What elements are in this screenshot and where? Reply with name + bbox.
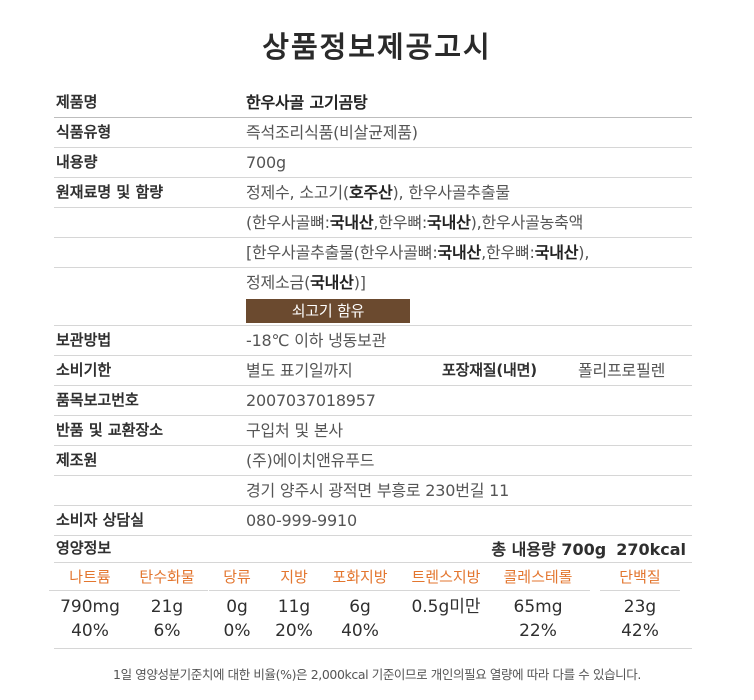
label-exchange: 반품 및 교환장소 <box>56 421 164 439</box>
value-packaging: 폴리프로필렌 <box>578 361 666 380</box>
label-storage: 보관방법 <box>56 331 112 349</box>
label-expiry: 소비기한 <box>56 361 112 379</box>
nutrient-name: 지방 <box>265 563 323 591</box>
label-food-type: 식품유형 <box>56 123 112 141</box>
beef-badge: 쇠고기 함유 <box>246 299 410 323</box>
value-food-type: 즉석조리식품(비살균제품) <box>246 123 418 142</box>
value-storage: -18℃ 이하 냉동보관 <box>246 331 387 350</box>
row-food-type: 식품유형 즉석조리식품(비살균제품) <box>54 118 692 148</box>
ingredients-line-1: 정제수, 소고기(호주산), 한우사골추출물 <box>246 183 510 202</box>
nutrient-amount: 6g <box>349 597 371 617</box>
ingredients-line-3: [한우사골추출물(한우사골뼈:국내산,한우뼈:국내산), <box>246 243 590 262</box>
nutrient-amount: 790mg <box>60 597 120 617</box>
value-report-no: 2007037018957 <box>246 391 376 410</box>
footnote-divider <box>54 648 692 649</box>
label-packaging: 포장재질(내면) <box>442 361 537 379</box>
nutrient-amount: 65mg <box>513 597 563 617</box>
value-ingredients: 정제수, 소고기(호주산), 한우사골추출물 <box>246 178 692 207</box>
nutrition-grid: 나트륨 790mg 40% 탄수화물 21g 6% 당류 0g 0% 지방 11g 20% 포화지방 6g… <box>49 563 692 675</box>
page-title: 상품정보제공고시 <box>262 30 492 64</box>
nutrient-name: 포화지방 <box>320 563 400 591</box>
footnote: 1일 영양성분기준치에 대한 비율(%)은 2,000kcal 기준이므로 개인… <box>113 667 641 682</box>
label-ingredients: 원재료명 및 함량 <box>56 183 164 201</box>
nutrient-amount: 0g <box>226 597 248 617</box>
row-product-name: 제품명 한우사골 고기곰탕 <box>54 88 692 118</box>
product-info-table: 제품명 한우사골 고기곰탕 식품유형 즉석조리식품(비살균제품) 내용량 700… <box>54 88 692 536</box>
product-name-text: 한우사골 고기곰탕 <box>246 93 368 112</box>
nutrient-amount: 11g <box>277 597 311 617</box>
nutrient-column: 콜레스테롤 65mg 22% <box>486 563 590 643</box>
nutrition-section: 영양정보 총 내용량 700g 270kcal 나트륨 790mg 40% 탄수화물 21… <box>49 535 692 675</box>
ingredients-line-4: 정제소금(국내산)] <box>246 273 366 292</box>
ingredients-line-2: (한우사골뼈:국내산,한우뼈:국내산),한우사골농축액 <box>246 213 584 232</box>
nutrient-column: 단백질 23g 42% <box>600 563 680 643</box>
nutrient-percent: 6% <box>153 621 181 641</box>
label-report-no: 품목보고번호 <box>56 391 139 409</box>
row-maker: 제조원 (주)에이치앤유푸드 <box>54 446 692 476</box>
row-consult: 소비자 상담실 080-999-9910 <box>54 506 692 536</box>
row-ingredients-4: 정제소금(국내산)] <box>54 268 692 297</box>
nutrient-name: 당류 <box>209 563 265 591</box>
row-report-no: 품목보고번호 2007037018957 <box>54 386 692 416</box>
nutrition-total: 총 내용량 700g 270kcal <box>481 536 686 560</box>
row-ingredients: 원재료명 및 함량 정제수, 소고기(호주산), 한우사골추출물 <box>54 178 692 208</box>
nutrient-column: 지방 11g 20% <box>265 563 323 643</box>
nutrient-name: 단백질 <box>600 563 680 591</box>
row-exchange: 반품 및 교환장소 구입처 및 본사 <box>54 416 692 446</box>
nutrient-column: 포화지방 6g 40% <box>320 563 400 643</box>
row-expiry: 소비기한 별도 표기일까지 포장재질(내면) 폴리프로필렌 <box>54 356 692 386</box>
nutrient-percent: 20% <box>275 621 313 641</box>
label-product-name: 제품명 <box>56 93 98 111</box>
nutrient-column: 나트륨 790mg 40% <box>49 563 131 643</box>
nutrient-amount: 23g <box>623 597 657 617</box>
row-ingredients-3: [한우사골추출물(한우사골뼈:국내산,한우뼈:국내산), <box>54 238 692 268</box>
nutrient-name: 탄수화물 <box>126 563 208 591</box>
expiry-text: 별도 표기일까지 <box>246 361 353 380</box>
nutrient-percent: 0% <box>223 621 251 641</box>
nutrient-percent: 42% <box>621 621 659 641</box>
nutrition-header: 영양정보 총 내용량 700g 270kcal <box>54 535 692 563</box>
value-maker: (주)에이치앤유푸드 <box>246 451 375 470</box>
value-product-name: 한우사골 고기곰탕 <box>246 88 692 117</box>
nutrition-total-volume: 총 내용량 700g <box>491 540 607 559</box>
value-exchange: 구입처 및 본사 <box>246 421 343 440</box>
row-storage: 보관방법 -18℃ 이하 냉동보관 <box>54 326 692 356</box>
nutrient-amount: 21g <box>150 597 184 617</box>
label-maker: 제조원 <box>56 451 98 469</box>
nutrient-percent: 40% <box>71 621 109 641</box>
label-volume: 내용량 <box>56 153 98 171</box>
nutrition-title: 영양정보 <box>56 539 112 557</box>
nutrient-column: 트렌스지방 0.5g미만 <box>398 563 494 619</box>
row-ingredients-2: (한우사골뼈:국내산,한우뼈:국내산),한우사골농축액 <box>54 208 692 238</box>
nutrient-column: 당류 0g 0% <box>209 563 265 643</box>
nutrition-kcal: 270kcal <box>616 540 686 559</box>
row-maker-address: 경기 양주시 광적면 부흥로 230번길 11 <box>54 476 692 506</box>
nutrient-percent: 40% <box>341 621 379 641</box>
row-ingredients-badge: 쇠고기 함유 <box>54 297 692 326</box>
value-consult: 080-999-9910 <box>246 511 357 530</box>
nutrient-amount: 0.5g미만 <box>411 597 481 617</box>
nutrient-name: 콜레스테롤 <box>486 563 590 591</box>
nutrient-name: 나트륨 <box>49 563 131 591</box>
row-volume: 내용량 700g <box>54 148 692 178</box>
label-consult: 소비자 상담실 <box>56 511 145 529</box>
nutrient-column: 탄수화물 21g 6% <box>126 563 208 643</box>
nutrient-name: 트렌스지방 <box>398 563 494 591</box>
nutrient-percent: 22% <box>519 621 557 641</box>
value-volume: 700g <box>246 153 286 172</box>
value-maker-address: 경기 양주시 광적면 부흥로 230번길 11 <box>246 481 510 500</box>
value-expiry: 별도 표기일까지 포장재질(내면) 폴리프로필렌 <box>246 356 692 385</box>
